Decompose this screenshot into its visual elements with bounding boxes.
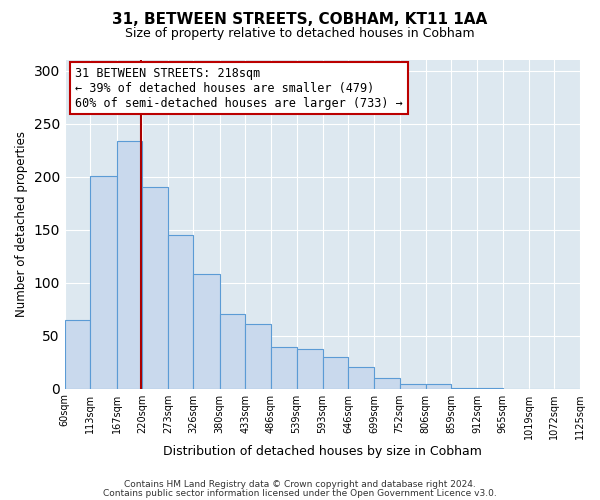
Bar: [220, 314, 245, 388]
Text: Size of property relative to detached houses in Cobham: Size of property relative to detached ho…: [125, 28, 475, 40]
Bar: [425, 384, 451, 388]
Bar: [400, 384, 425, 388]
Bar: [348, 368, 374, 388]
Bar: [142, 187, 168, 388]
Bar: [245, 324, 271, 388]
Text: Contains HM Land Registry data © Crown copyright and database right 2024.: Contains HM Land Registry data © Crown c…: [124, 480, 476, 489]
Bar: [168, 235, 193, 388]
Y-axis label: Number of detached properties: Number of detached properties: [15, 132, 28, 318]
Bar: [271, 347, 296, 389]
Bar: [193, 274, 220, 388]
Text: Contains public sector information licensed under the Open Government Licence v3: Contains public sector information licen…: [103, 488, 497, 498]
X-axis label: Distribution of detached houses by size in Cobham: Distribution of detached houses by size …: [163, 444, 482, 458]
Bar: [91, 176, 116, 388]
Bar: [374, 378, 400, 388]
Bar: [323, 357, 348, 388]
Bar: [65, 320, 91, 388]
Text: 31 BETWEEN STREETS: 218sqm
← 39% of detached houses are smaller (479)
60% of sem: 31 BETWEEN STREETS: 218sqm ← 39% of deta…: [75, 66, 403, 110]
Bar: [296, 350, 323, 389]
Text: 31, BETWEEN STREETS, COBHAM, KT11 1AA: 31, BETWEEN STREETS, COBHAM, KT11 1AA: [112, 12, 488, 28]
Bar: [116, 140, 142, 388]
